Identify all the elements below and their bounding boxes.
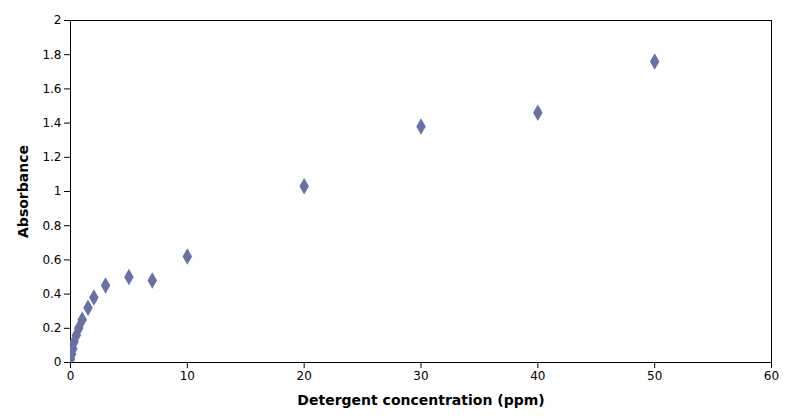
svg-text:1.6: 1.6 xyxy=(42,82,61,96)
svg-text:1.4: 1.4 xyxy=(42,116,61,130)
svg-text:1.2: 1.2 xyxy=(42,150,61,164)
svg-text:50: 50 xyxy=(647,369,662,383)
svg-text:1: 1 xyxy=(54,184,62,198)
svg-text:0.6: 0.6 xyxy=(42,253,61,267)
svg-text:30: 30 xyxy=(413,369,428,383)
svg-text:2: 2 xyxy=(54,13,62,27)
svg-text:0: 0 xyxy=(54,355,62,369)
svg-text:20: 20 xyxy=(297,369,312,383)
svg-text:0.8: 0.8 xyxy=(42,219,61,233)
svg-text:1.8: 1.8 xyxy=(42,48,61,62)
svg-text:10: 10 xyxy=(180,369,195,383)
svg-text:0: 0 xyxy=(67,369,75,383)
svg-text:Detergent concentration (ppm): Detergent concentration (ppm) xyxy=(297,392,544,408)
svg-text:60: 60 xyxy=(764,369,779,383)
svg-text:Absorbance: Absorbance xyxy=(15,145,31,238)
svg-text:0.2: 0.2 xyxy=(42,321,61,335)
svg-text:0.4: 0.4 xyxy=(42,287,61,301)
svg-text:40: 40 xyxy=(530,369,545,383)
